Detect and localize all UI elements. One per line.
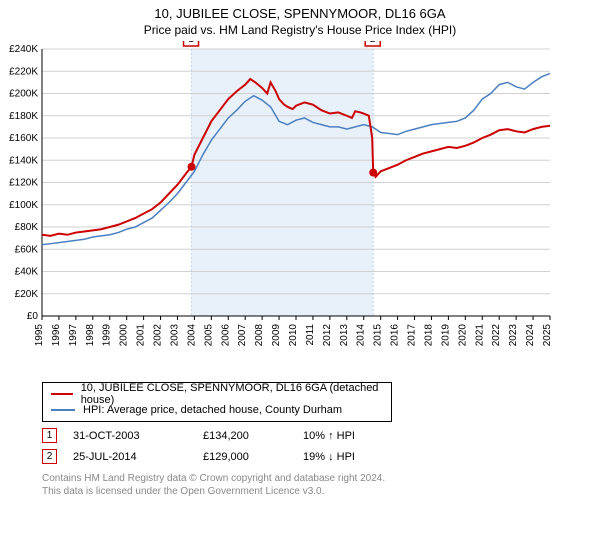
svg-text:2001: 2001 (136, 324, 147, 347)
svg-text:1999: 1999 (102, 324, 113, 347)
svg-text:2010: 2010 (288, 324, 299, 347)
svg-text:£40K: £40K (15, 267, 39, 278)
line-chart-svg: £0 £20K £40K £60K £80K £100K £120K £140K £160K £1… (0, 41, 560, 371)
svg-text:2014: 2014 (356, 324, 367, 347)
note-marker-2: 2 (42, 449, 57, 464)
svg-text:£220K: £220K (9, 66, 38, 77)
svg-text:£100K: £100K (9, 200, 38, 211)
note-date: 31-OCT-2003 (73, 430, 203, 442)
svg-text:2002: 2002 (153, 324, 164, 347)
svg-text:1995: 1995 (34, 324, 45, 347)
svg-text:2022: 2022 (491, 324, 502, 347)
note-price: £129,000 (203, 451, 303, 463)
svg-text:1997: 1997 (68, 324, 79, 347)
svg-text:2015: 2015 (373, 324, 384, 347)
transaction-notes: 1 31-OCT-2003 £134,200 10% ↑ HPI 2 25-JU… (42, 428, 600, 464)
svg-text:2000: 2000 (119, 324, 130, 347)
legend-label-series1: 10, JUBILEE CLOSE, SPENNYMOOR, DL16 6GA … (81, 382, 383, 406)
svg-text:2011: 2011 (305, 324, 316, 346)
svg-text:2023: 2023 (508, 324, 519, 347)
svg-text:2016: 2016 (390, 324, 401, 347)
svg-text:2019: 2019 (440, 324, 451, 347)
svg-text:£20K: £20K (15, 289, 39, 300)
footer-line2: This data is licensed under the Open Gov… (42, 485, 600, 498)
legend-swatch-series1 (51, 393, 73, 395)
svg-text:2021: 2021 (474, 324, 485, 347)
svg-text:2018: 2018 (423, 324, 434, 347)
svg-text:2020: 2020 (457, 324, 468, 347)
note-pct: 10% ↑ HPI (303, 430, 383, 442)
note-marker-1: 1 (42, 428, 57, 443)
svg-text:£0: £0 (27, 311, 39, 322)
footer-line1: Contains HM Land Registry data © Crown c… (42, 472, 600, 485)
svg-text:£140K: £140K (9, 155, 38, 166)
svg-text:1: 1 (188, 41, 194, 45)
svg-text:2017: 2017 (407, 324, 418, 347)
svg-text:£60K: £60K (15, 244, 39, 255)
svg-text:£240K: £240K (9, 44, 38, 55)
legend-label-series2: HPI: Average price, detached house, Coun… (83, 404, 342, 416)
svg-text:£120K: £120K (9, 178, 38, 189)
note-pct: 19% ↓ HPI (303, 451, 383, 463)
svg-text:1998: 1998 (85, 324, 96, 347)
legend: 10, JUBILEE CLOSE, SPENNYMOOR, DL16 6GA … (42, 382, 392, 422)
svg-text:2009: 2009 (271, 324, 282, 347)
svg-text:2012: 2012 (322, 324, 333, 347)
svg-text:2004: 2004 (186, 324, 197, 347)
chart-title-address: 10, JUBILEE CLOSE, SPENNYMOOR, DL16 6GA (0, 0, 600, 21)
svg-text:2024: 2024 (525, 324, 536, 347)
svg-text:2025: 2025 (542, 324, 553, 347)
svg-text:£80K: £80K (15, 222, 39, 233)
note-price: £134,200 (203, 430, 303, 442)
svg-text:2005: 2005 (203, 324, 214, 347)
svg-text:2003: 2003 (169, 324, 180, 347)
svg-text:2007: 2007 (237, 324, 248, 347)
legend-swatch-series2 (51, 409, 75, 411)
svg-text:2006: 2006 (220, 324, 231, 347)
svg-text:2: 2 (370, 41, 376, 45)
svg-text:£180K: £180K (9, 111, 38, 122)
note-row: 1 31-OCT-2003 £134,200 10% ↑ HPI (42, 428, 600, 443)
svg-text:2008: 2008 (254, 324, 265, 347)
chart-area: £0 £20K £40K £60K £80K £100K £120K £140K £160K £1… (0, 41, 600, 376)
svg-text:£160K: £160K (9, 133, 38, 144)
note-row: 2 25-JUL-2014 £129,000 19% ↓ HPI (42, 449, 600, 464)
footer-attribution: Contains HM Land Registry data © Crown c… (42, 472, 600, 498)
svg-text:1996: 1996 (51, 324, 62, 347)
svg-text:2013: 2013 (339, 324, 350, 347)
svg-text:£200K: £200K (9, 89, 38, 100)
note-date: 25-JUL-2014 (73, 451, 203, 463)
chart-subtitle: Price paid vs. HM Land Registry's House … (0, 21, 600, 41)
